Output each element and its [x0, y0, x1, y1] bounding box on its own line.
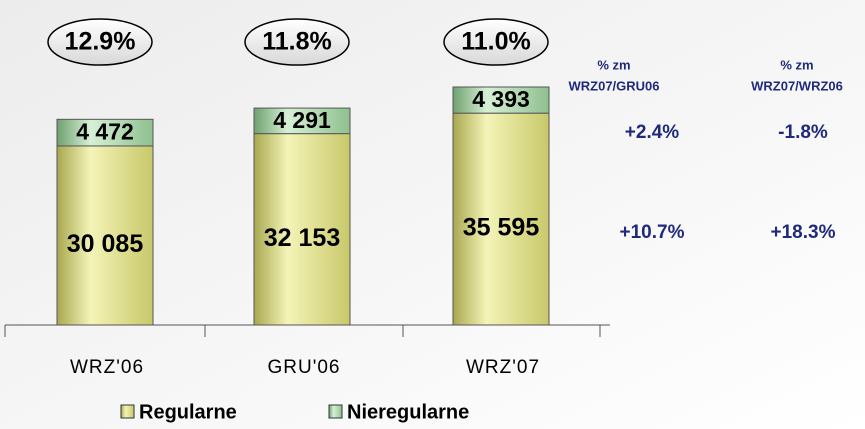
x-tick-label: WRZ'07 [466, 357, 540, 378]
annotation-oval [47, 18, 153, 66]
value-label: 4 393 [472, 86, 530, 112]
table-header: WRZ07/WRZ06 [751, 78, 843, 93]
bar-segment [56, 118, 154, 147]
table-header: % zm [597, 57, 630, 72]
table-cell: +18.3% [771, 222, 836, 243]
bar-segment [253, 107, 351, 135]
table-cell: +10.7% [620, 222, 685, 243]
value-label: 4 472 [76, 119, 134, 145]
legend-label: Nieregularne [347, 401, 469, 423]
table-header: WRZ07/GRU06 [568, 78, 659, 93]
annotation-oval [443, 18, 549, 66]
table-cell: -1.8% [778, 122, 828, 143]
legend-label: Regularne [139, 401, 237, 423]
value-label: 4 291 [273, 107, 331, 133]
annotation: 11.0% [461, 28, 531, 56]
bar-segment [253, 133, 351, 326]
value-label: 32 153 [264, 224, 340, 252]
table-cell: +2.4% [625, 122, 680, 143]
table-header: % zm [780, 57, 813, 72]
bar-segment [452, 112, 550, 326]
bar-segment [452, 86, 550, 114]
annotation: 12.9% [65, 28, 136, 56]
x-tick-label: GRU'06 [268, 357, 341, 378]
plot: 30 085 4 472 WRZ'06 12.9% 32 153 4 291 GRU'06 1… [4, 18, 843, 423]
annotation-oval [244, 18, 350, 66]
annotation: 11.8% [262, 28, 332, 56]
value-label: 30 085 [67, 230, 144, 258]
legend-swatch [120, 404, 135, 419]
bar-segment [56, 145, 154, 326]
value-label: 35 595 [463, 214, 540, 242]
x-tick-label: WRZ'06 [70, 357, 144, 378]
legend-swatch [328, 404, 343, 419]
